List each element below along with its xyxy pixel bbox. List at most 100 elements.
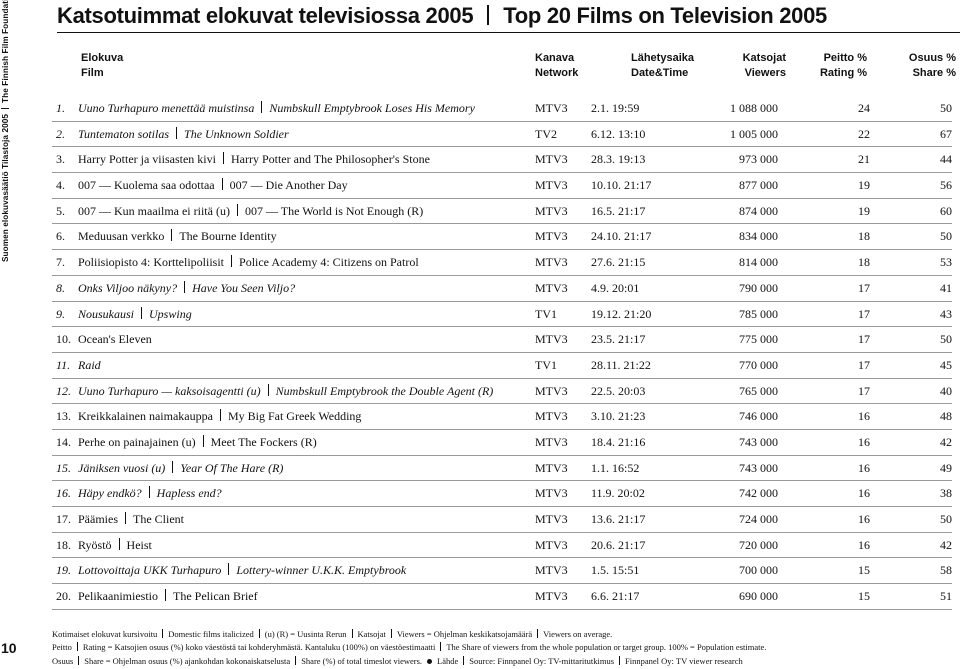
- table-row: 8. Onks Viljoo näkyny? Have You Seen Viljo…: [52, 276, 952, 302]
- film-title-cell: 17. Päämies The Client: [56, 511, 184, 527]
- film-title-english: Lottery-winner U.K.K. Emptybrook: [236, 563, 407, 578]
- share-cell: 41: [940, 280, 952, 295]
- table-row: 17. Päämies The Client MTV3 13.6. 21:17 724 0…: [52, 507, 952, 533]
- title-separator: [148, 486, 150, 499]
- film-title-english: 007 — Die Another Day: [229, 178, 348, 193]
- title-separator: [165, 589, 166, 602]
- date-cell: 10.10. 21:17: [591, 178, 652, 193]
- rating-cell: 22: [858, 126, 870, 141]
- film-title-cell: 19. Lottovoittaja UKK Turhapuro Lottery-wi…: [56, 562, 406, 578]
- film-title-english: Year Of The Hare (R): [180, 460, 284, 475]
- network-cell: TV1: [535, 306, 557, 321]
- viewers-cell: 746 000: [739, 409, 778, 424]
- network-cell: MTV3: [535, 409, 568, 424]
- network-cell: MTV3: [535, 512, 568, 526]
- film-title-cell: 14. Perhe on painajainen (u) Meet The Fock…: [56, 434, 317, 450]
- film-title-english: The Unknown Soldier: [184, 126, 289, 141]
- share-cell: 43: [940, 306, 952, 321]
- network-cell: MTV3: [535, 178, 568, 193]
- rating-cell: 24: [858, 101, 870, 115]
- date-cell: 11.9. 20:02: [591, 486, 645, 501]
- rating-cell: 19: [858, 203, 870, 218]
- rating-cell: 16: [858, 512, 870, 526]
- film-title-finnish: Perhe on painajainen (u): [78, 434, 196, 449]
- share-cell: 40: [940, 383, 952, 398]
- title-separator: [118, 537, 120, 550]
- rating-cell: 15: [858, 589, 870, 604]
- rating-cell: 17: [858, 332, 870, 347]
- title-separator: [231, 255, 233, 268]
- network-cell: TV1: [535, 357, 557, 372]
- viewers-cell: 973 000: [739, 152, 778, 167]
- film-title-finnish: Lottovoittaja UKK Turhapuro: [78, 563, 222, 578]
- film-title-finnish: Uuno Turhapuro — kaksoisagentti (u): [78, 383, 261, 398]
- header-film: Elokuva Film: [81, 52, 124, 79]
- header-share: Osuus % Share %: [908, 52, 956, 79]
- rating-cell: 17: [858, 383, 870, 398]
- rank: 18.: [56, 537, 71, 552]
- title-separator: [236, 203, 238, 216]
- viewers-cell: 775 000: [739, 332, 778, 347]
- film-title-finnish: Jäniksen vuosi (u): [78, 460, 166, 475]
- film-title-finnish: Ryöstö: [78, 537, 112, 552]
- network-cell: MTV3: [535, 203, 568, 218]
- date-cell: 28.11. 21:22: [591, 357, 651, 372]
- film-title-finnish: Pelikaanimiestio: [78, 589, 158, 604]
- film-title-finnish: Häpy endkö?: [78, 486, 142, 501]
- network-cell: MTV3: [535, 434, 568, 449]
- viewers-cell: 743 000: [739, 434, 778, 449]
- film-title-finnish: Poliisiopisto 4: Korttelipoliisit: [78, 255, 225, 270]
- rank: 2.: [56, 126, 65, 141]
- film-title-cell: 4. 007 — Kuolema saa odottaa 007 — Die Ano…: [56, 177, 348, 193]
- film-title-finnish: Harry Potter ja viisasten kivi: [78, 152, 216, 167]
- rating-cell: 15: [858, 563, 870, 578]
- film-title-english: Meet The Fockers (R): [210, 434, 317, 449]
- network-cell: MTV3: [535, 152, 568, 167]
- film-title-finnish: 007 — Kuolema saa odottaa: [78, 178, 215, 193]
- rank: 15.: [56, 460, 71, 475]
- share-cell: 38: [940, 486, 952, 501]
- film-title-cell: 2. Tuntematon sotilas The Unknown Soldier: [56, 126, 289, 142]
- film-title-finnish: Päämies: [78, 512, 118, 526]
- rating-cell: 19: [858, 178, 870, 193]
- footnote-line-3: Osuus Share = Ohjelman osuus (%) ajankohd…: [52, 655, 743, 666]
- title-separator: [125, 512, 126, 524]
- rating-cell: 17: [858, 357, 870, 372]
- film-title-cell: 18. Ryöstö Heist: [56, 537, 152, 553]
- film-title-cell: 20. Pelikaanimiestio The Pelican Brief: [56, 588, 258, 604]
- table-row: 10. Ocean's Eleven MTV3 23.5. 21:17 775 000 1…: [52, 327, 952, 353]
- rating-cell: 16: [858, 409, 870, 424]
- rank: 17.: [56, 512, 71, 526]
- title-separator: [219, 409, 221, 422]
- table-row: 1. Uuno Turhapuro menettää muistinsa Numbs…: [52, 96, 952, 122]
- title-separator: [222, 152, 224, 165]
- date-cell: 16.5. 21:17: [591, 203, 646, 218]
- page-title: Katsotuimmat elokuvat televisiossa 2005 T…: [57, 0, 827, 32]
- table-row: 3. Harry Potter ja viisasten kivi Harry Po…: [52, 147, 952, 174]
- rating-cell: 21: [858, 152, 870, 167]
- rank: 19.: [56, 563, 71, 578]
- film-title-cell: 1. Uuno Turhapuro menettää muistinsa Numbs…: [56, 100, 475, 116]
- viewers-cell: 690 000: [739, 589, 778, 604]
- network-cell: MTV3: [535, 486, 568, 501]
- network-cell: MTV3: [535, 563, 568, 578]
- date-cell: 3.10. 21:23: [591, 409, 646, 424]
- rank: 10.: [56, 332, 71, 347]
- rank: 13.: [56, 409, 71, 424]
- share-cell: 50: [940, 512, 952, 526]
- network-cell: TV2: [535, 126, 557, 141]
- film-title-cell: 8. Onks Viljoo näkyny? Have You Seen Viljo…: [56, 280, 295, 296]
- title-separator: [202, 434, 204, 447]
- network-cell: MTV3: [535, 229, 568, 244]
- date-cell: 20.6. 21:17: [591, 537, 646, 552]
- title-separator: [141, 306, 143, 319]
- viewers-cell: 742 000: [739, 486, 778, 501]
- film-title-cell: 7. Poliisiopisto 4: Korttelipoliisit Polic…: [56, 254, 419, 270]
- film-title-finnish: 007 — Kun maailma ei riitä (u): [78, 203, 230, 218]
- date-cell: 1.5. 15:51: [591, 563, 640, 578]
- title-separator: [171, 229, 173, 242]
- network-cell: MTV3: [535, 589, 568, 604]
- title-separator: [228, 563, 230, 576]
- film-title-english: Numbskull Emptybrook the Double Agent (R…: [275, 383, 494, 398]
- page-number: 10: [1, 640, 17, 656]
